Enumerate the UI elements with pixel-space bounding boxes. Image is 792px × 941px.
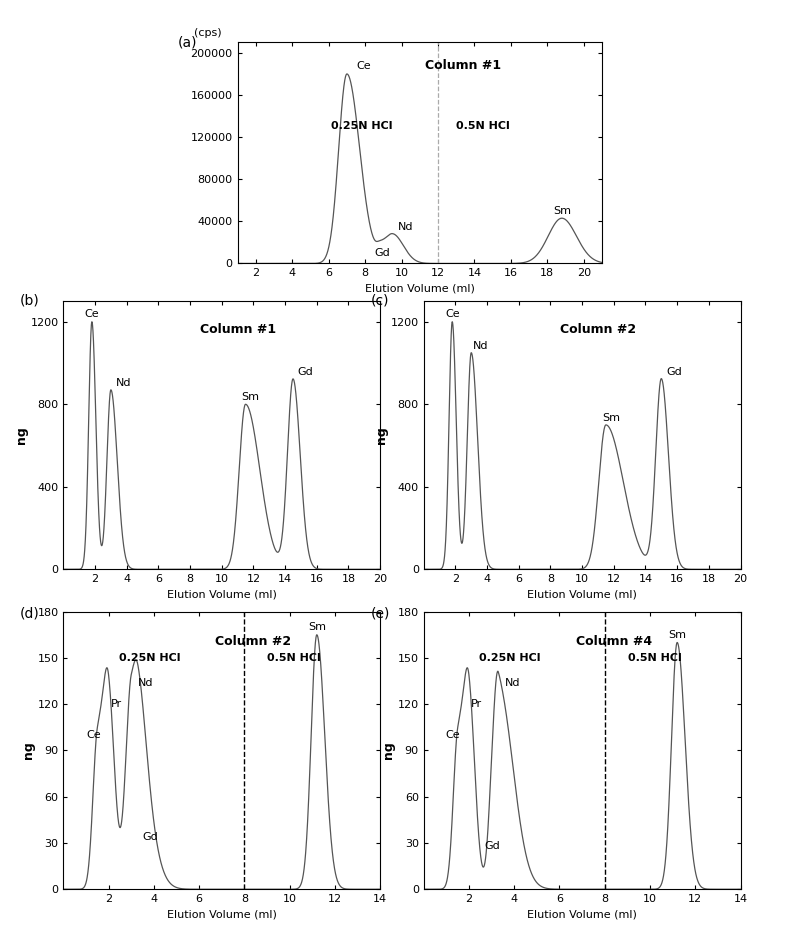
Y-axis label: ng: ng <box>375 426 388 444</box>
Text: Gd: Gd <box>485 841 501 852</box>
Text: (a): (a) <box>178 36 198 50</box>
X-axis label: Elution Volume (ml): Elution Volume (ml) <box>167 910 276 919</box>
Text: Gd: Gd <box>143 832 158 842</box>
Text: (b): (b) <box>20 294 40 308</box>
X-axis label: Elution Volume (ml): Elution Volume (ml) <box>167 590 276 599</box>
Text: Sm: Sm <box>308 622 326 632</box>
Text: Nd: Nd <box>505 678 520 688</box>
Text: Nd: Nd <box>398 222 413 231</box>
Text: Nd: Nd <box>473 341 489 351</box>
Text: Sm: Sm <box>603 413 621 423</box>
Y-axis label: ng: ng <box>21 742 35 759</box>
Text: Gd: Gd <box>666 367 682 377</box>
Text: 0.5N HCl: 0.5N HCl <box>627 653 681 663</box>
Text: (cps): (cps) <box>194 28 222 38</box>
Y-axis label: ng: ng <box>382 742 395 759</box>
Text: Sm: Sm <box>668 630 686 640</box>
Text: 0.25N HCl: 0.25N HCl <box>119 653 180 663</box>
Text: Sm: Sm <box>241 392 259 402</box>
X-axis label: Elution Volume (ml): Elution Volume (ml) <box>527 590 637 599</box>
Text: Column #1: Column #1 <box>200 324 276 336</box>
Text: Ce: Ce <box>356 60 371 71</box>
Text: 0.25N HCl: 0.25N HCl <box>331 120 392 131</box>
Text: 0.5N HCl: 0.5N HCl <box>267 653 321 663</box>
Text: Ce: Ce <box>86 730 101 741</box>
Text: Gd: Gd <box>298 367 314 377</box>
Text: (d): (d) <box>20 607 40 621</box>
Text: Pr: Pr <box>111 699 122 710</box>
Text: 0.5N HCl: 0.5N HCl <box>456 120 510 131</box>
Text: Ce: Ce <box>445 730 460 741</box>
Text: Pr: Pr <box>471 699 482 710</box>
Text: 0.25N HCl: 0.25N HCl <box>479 653 540 663</box>
Text: Ce: Ce <box>445 309 459 319</box>
Text: (e): (e) <box>371 607 390 621</box>
Text: Nd: Nd <box>116 377 131 388</box>
Text: Column #2: Column #2 <box>215 635 291 648</box>
Text: Nd: Nd <box>138 678 154 688</box>
Text: Column #4: Column #4 <box>576 635 652 648</box>
Text: Gd: Gd <box>374 247 390 258</box>
X-axis label: Elution Volume (ml): Elution Volume (ml) <box>365 284 474 294</box>
Text: Sm: Sm <box>553 206 571 216</box>
X-axis label: Elution Volume (ml): Elution Volume (ml) <box>527 910 637 919</box>
Text: Ce: Ce <box>85 309 99 319</box>
Text: (c): (c) <box>371 294 389 308</box>
Y-axis label: ng: ng <box>14 426 28 444</box>
Text: Column #1: Column #1 <box>425 59 501 72</box>
Text: Column #2: Column #2 <box>560 324 636 336</box>
